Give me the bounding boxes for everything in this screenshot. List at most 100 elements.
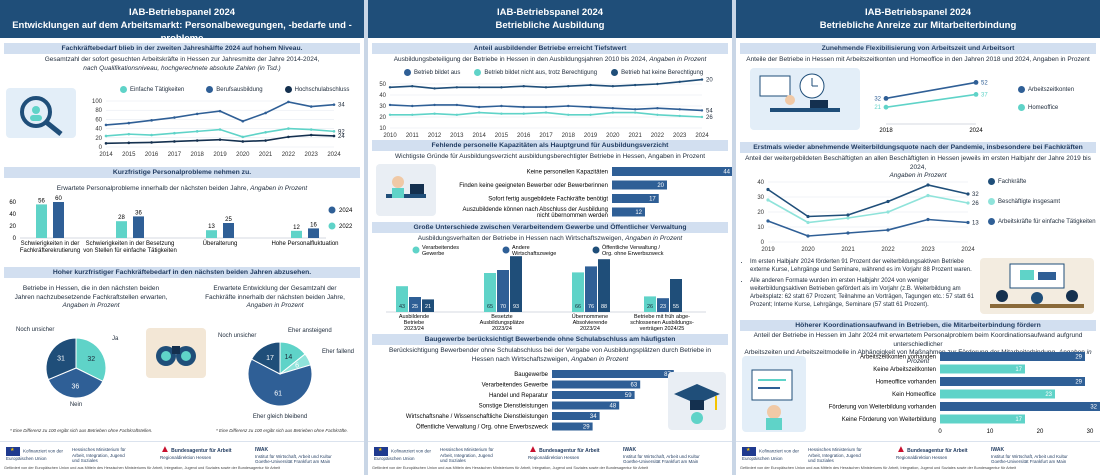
x-tick-label: 2024 [327,152,341,158]
subtitle-line-italic: nach Qualifikationsniveau, hochgerechnet… [83,64,281,72]
subtitle-line: Anteil der weitergebildeten Beschäftigte… [745,155,1091,171]
category-label: Betriebe [404,320,425,326]
data-point [611,107,615,110]
category-label: Übernommene [572,313,608,320]
data-point [241,119,245,123]
logo-text: Kofinanziert von der Europäischen Union [374,448,432,461]
x-tick-label: 2016 [145,152,159,158]
category-label: Wirtschaftsnahe / Wissenschaftliche Dien… [406,414,548,420]
legend-flex-2: Homeoffice [1018,104,1058,111]
data-point [766,198,770,202]
pie-value-label: 61 [274,391,282,398]
data-point [173,131,176,135]
data-point [104,142,108,145]
subtitle-line-italic: Angaben in Prozent [571,355,629,363]
legend-dot [1018,104,1025,111]
data-point [195,139,199,142]
x-tick-label: 2022 [651,133,665,139]
data-point [104,134,108,138]
data-point [656,107,659,110]
category-label: Ausbildungsplätze [480,320,525,326]
homeoffice-icon [759,73,840,112]
data-label: 52 [981,80,988,86]
data-point [309,128,313,131]
bar-value-label: 55 [673,304,679,310]
panel-header: IAB-Betriebspanel 2024 Betriebliche Anre… [736,0,1100,38]
legend-dot [206,86,214,93]
bar-value-label: 17 [1015,417,1022,423]
footer-fineprint: Gefördert von der Europäischen Union und… [740,466,1017,470]
x-tick-label: 2018 [562,133,576,139]
eu-flag-icon [6,447,20,456]
subtitle-line: Jahren nachzubesetzende Fachkraftstellen… [14,293,168,301]
data-point [287,127,290,130]
pie-slice [250,341,281,375]
data-point [388,113,392,116]
bar [510,256,522,312]
legend-weiter-2: Beschäftigte insgesamt [988,198,1060,205]
logo-text: Institut für Wirtschaft, Arbeit und Kult… [623,453,700,459]
legend-dot [120,86,127,93]
footer-fineprint: Gefördert von der Europäischen Union und… [372,466,649,470]
data-point [241,140,245,143]
section-heading-fachkraeftebedarf: Fachkräftebedarf blieb in der zweiten Ja… [4,43,360,54]
y-tick-label: 80 [95,108,102,114]
bar-value-label: 65 [487,304,493,310]
data-point [522,105,525,109]
pie-category-label: Eher gleich bleibend [253,414,307,420]
bar [116,221,127,238]
bar [612,167,733,176]
legend-label: Hochschulabschluss [294,86,350,93]
chart-problems: 0 20 40 60 56 60 Schwierigkeiten in derFachkrä… [9,196,353,254]
x-tick-label: 2010 [383,133,397,139]
illustration-homeoffice [750,68,860,130]
series-line [767,194,969,224]
data-point [766,219,770,223]
data-point [973,80,979,85]
x-tick-label: 20 [1037,429,1044,435]
category-label: 2023/24 [492,326,512,332]
data-point [589,83,592,87]
category-label: Arbeitszeitkonten vorhanden [860,355,936,361]
data-point [332,134,336,138]
x-tick-label: 10 [987,429,994,435]
data-point [846,213,850,217]
data-point [656,82,659,86]
legend-dot [404,69,411,76]
illustration-graduation [668,372,726,430]
legend-dot [988,198,995,205]
data-point [309,105,313,108]
category-label: Keine Arbeitszeitkonten [873,367,936,373]
bar [598,259,610,312]
data-point [886,199,890,204]
illustration-magnifier [6,88,76,138]
data-point [633,108,637,111]
data-point [806,214,810,219]
legend-label: Arbeitszeitkonten [1028,86,1075,93]
legend-dot [988,218,995,225]
logo-text: Goethe-Universität Frankfurt am Main [623,459,699,464]
end-label: 26 [972,201,979,207]
y-tick-label: 30 [379,104,386,110]
footnote-pie1: * Eine Differenz zu 100 ergibt sich aus … [10,428,153,433]
legend-dot [284,86,292,93]
logo-ba: ▲ Bundesagentur für Arbeit Regionaldirekt… [160,445,240,460]
x-tick-label: 2020 [801,247,815,253]
section-heading-fachkraeftebedarf-kurzfristig: Hoher kurzfristiger Fachkräftebedarf in … [4,267,360,278]
bar-value-label: 88 [601,304,607,310]
subtitle-line: Ausbildungsbeteiligung der Betriebe in H… [393,56,648,63]
pie-value-label: 31 [57,356,65,363]
data-point [678,114,681,118]
chart-subtitle-problems: Erwartete Personalprobleme innerhalb der… [4,185,360,194]
data-point [104,123,108,127]
logo-text: Regionaldirektion Hessen [896,454,948,460]
chart-subtitle-sought: Gesamtzahl der sofort gesuchten Arbeitsk… [4,56,360,73]
data-point [218,138,222,141]
data-point [522,85,525,88]
bar [644,296,656,312]
illustration-office [376,164,436,216]
logo-text: Hessisches Ministerium für Arbeit, Integ… [440,447,494,463]
logo-text: IWAK [255,447,269,453]
footer-fineprint: Gefördert von der Europäischen Union und… [4,466,281,470]
data-point [544,111,548,114]
